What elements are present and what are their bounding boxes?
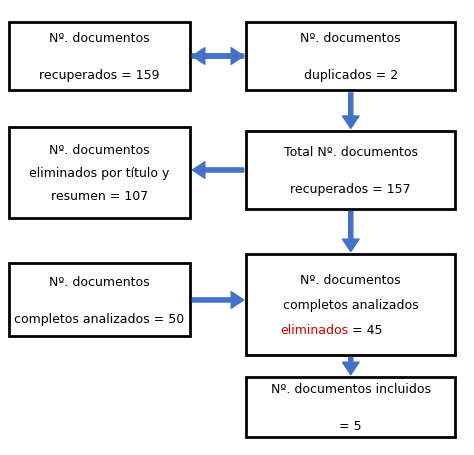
Text: recuperados = 159: recuperados = 159	[39, 69, 160, 81]
FancyArrowPatch shape	[192, 49, 244, 65]
FancyBboxPatch shape	[246, 378, 455, 437]
Text: duplicados = 2: duplicados = 2	[304, 69, 398, 81]
Text: eliminados por título y: eliminados por título y	[29, 167, 170, 179]
FancyBboxPatch shape	[246, 255, 455, 355]
Text: Nº. documentos: Nº. documentos	[49, 32, 150, 45]
FancyBboxPatch shape	[9, 127, 190, 218]
Text: recuperados = 157: recuperados = 157	[291, 182, 411, 195]
Text: Nº. documentos incluidos: Nº. documentos incluidos	[271, 383, 431, 395]
FancyArrowPatch shape	[342, 212, 359, 252]
FancyArrowPatch shape	[192, 162, 244, 179]
FancyArrowPatch shape	[192, 292, 244, 308]
FancyArrowPatch shape	[342, 94, 359, 129]
FancyArrowPatch shape	[192, 49, 244, 65]
Text: = 5: = 5	[339, 419, 362, 432]
FancyBboxPatch shape	[9, 23, 190, 91]
FancyBboxPatch shape	[246, 23, 455, 91]
Text: Nº. documentos: Nº. documentos	[301, 32, 401, 45]
FancyBboxPatch shape	[9, 264, 190, 337]
Text: eliminados = 45: eliminados = 45	[300, 324, 402, 336]
FancyBboxPatch shape	[246, 132, 455, 209]
Text: Nº. documentos: Nº. documentos	[301, 273, 401, 286]
Text: completos analizados: completos analizados	[283, 298, 419, 311]
FancyArrowPatch shape	[342, 358, 359, 375]
Text: Nº. documentos: Nº. documentos	[49, 276, 150, 288]
Text: resumen = 107: resumen = 107	[51, 189, 148, 202]
Text: Nº. documentos: Nº. documentos	[49, 144, 150, 157]
Text: Total Nº. documentos: Total Nº. documentos	[284, 146, 418, 159]
Text: completos analizados = 50: completos analizados = 50	[14, 312, 185, 325]
Text: eliminados: eliminados	[280, 324, 348, 336]
Text: = 45: = 45	[348, 324, 383, 336]
